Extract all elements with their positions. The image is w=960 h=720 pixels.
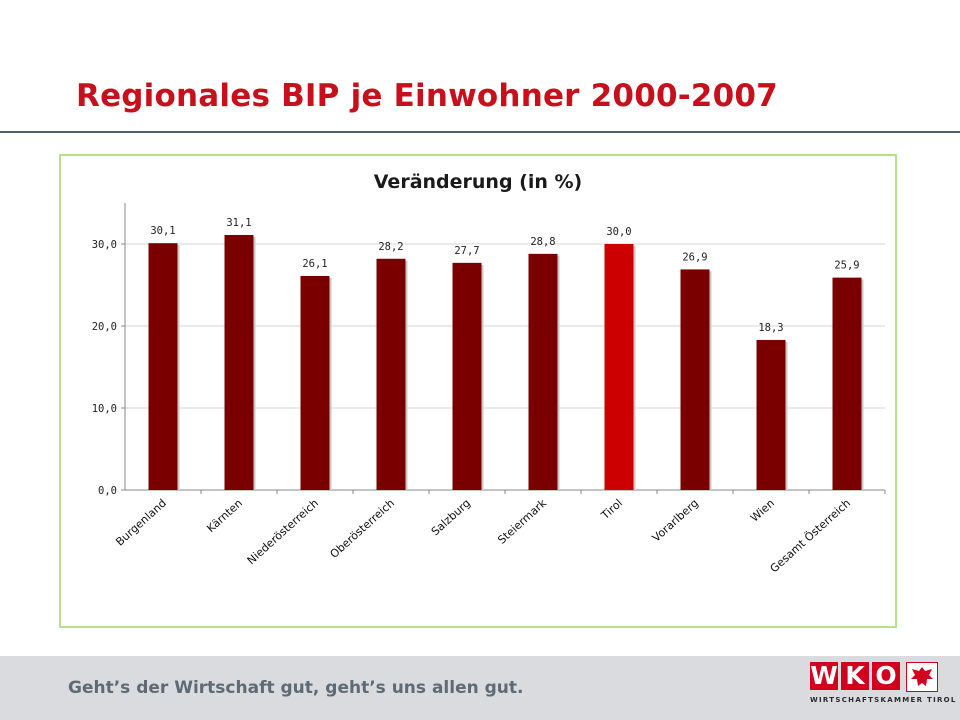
data-label: 18,3 <box>758 322 783 334</box>
bar-oberösterreich <box>376 258 406 490</box>
y-tick-label: 10,0 <box>92 403 117 415</box>
data-label: 28,2 <box>378 241 403 253</box>
x-tick-label: Gesamt Österreich <box>768 497 853 576</box>
x-tick-label: Wien <box>748 497 777 525</box>
data-label: 28,8 <box>530 236 555 248</box>
logo-letter-k: K <box>841 662 869 690</box>
tyrolean-eagle-icon <box>906 662 938 692</box>
y-tick-label: 20,0 <box>92 321 117 333</box>
x-tick-label: Oberösterreich <box>328 497 397 561</box>
bar-burgenland <box>148 243 178 490</box>
bar-vorarlberg <box>680 269 710 490</box>
bar-tirol <box>604 244 634 490</box>
footer-band <box>0 656 960 720</box>
data-label: 31,1 <box>226 217 251 229</box>
x-tick-label: Salzburg <box>429 497 473 539</box>
y-tick-label: 30,0 <box>92 239 117 251</box>
x-tick-label: Steiermark <box>495 496 549 547</box>
data-label: 27,7 <box>454 245 479 257</box>
data-label: 30,0 <box>606 226 631 238</box>
bar-gesamt-österreich <box>832 277 862 490</box>
y-tick-label: 0,0 <box>98 485 117 497</box>
bar-salzburg <box>452 262 482 490</box>
data-label: 26,9 <box>682 251 707 263</box>
logo-subtitle: WIRTSCHAFTSKAMMER TIROL <box>810 696 957 704</box>
slide-title: Regionales BIP je Einwohner 2000-2007 <box>76 78 778 114</box>
bar-wien <box>756 339 786 490</box>
x-tick-label: Niederösterreich <box>245 497 321 568</box>
footer-slogan: Geht’s der Wirtschaft gut, geht’s uns al… <box>68 678 524 698</box>
bar-niederösterreich <box>300 275 330 490</box>
logo-letter-o: O <box>872 662 900 690</box>
bar-steiermark <box>528 253 558 490</box>
logo-letter-w: W <box>810 661 838 690</box>
chart-title: Veränderung (in %) <box>374 171 582 193</box>
title-divider <box>0 131 960 133</box>
wko-logo: W K O WIRTSCHAFTSKAMMER TIROL <box>810 662 955 712</box>
bar-chart: Veränderung (in %) 0,0 10,0 20,0 30,0 30,1 Bur… <box>92 171 886 576</box>
data-label: 26,1 <box>302 258 327 270</box>
x-tick-label: Tirol <box>598 497 625 523</box>
x-tick-label: Burgenland <box>113 497 169 549</box>
x-tick-label: Vorarlberg <box>650 497 701 545</box>
x-tick-label: Kärnten <box>204 497 245 536</box>
wko-logo-letters: W K O <box>810 662 900 690</box>
data-label: 25,9 <box>834 260 859 272</box>
bar-kärnten <box>224 234 254 490</box>
data-label: 30,1 <box>150 225 175 237</box>
